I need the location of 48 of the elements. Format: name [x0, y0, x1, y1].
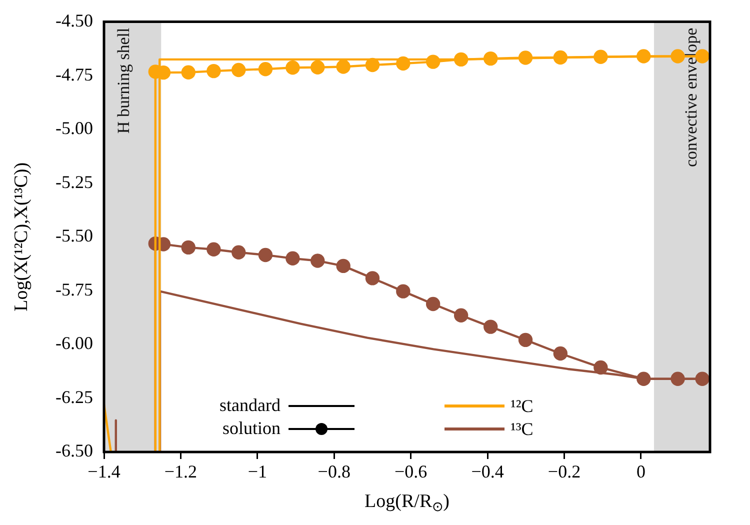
band-label: H burning shell — [114, 28, 134, 134]
y-tick-label: -6.25 — [56, 386, 93, 407]
y-tick-label: -4.50 — [56, 10, 93, 31]
point — [232, 245, 246, 260]
y-tick-label: -5.50 — [56, 226, 93, 246]
point — [396, 284, 410, 298]
y-tick-label: -5.00 — [56, 118, 93, 138]
annotation: standard — [220, 394, 280, 417]
point — [426, 296, 440, 312]
point — [181, 240, 196, 255]
y-tick-label: -4.75 — [56, 64, 93, 84]
point — [310, 60, 325, 74]
x-tick-label: 0 — [636, 462, 646, 482]
x-tick-label: −1.4 — [88, 462, 120, 482]
point — [454, 308, 468, 323]
y-axis-title: Log(X(¹²C),X(¹³C)) — [10, 162, 32, 312]
x-tick-label: −0.6 — [394, 462, 428, 482]
point — [553, 346, 568, 361]
point — [181, 65, 196, 80]
x-tick-label: −0.4 — [471, 462, 504, 482]
point — [286, 251, 300, 266]
x-axis-title: Log(R/R⊙) — [364, 490, 450, 514]
x-tick-label: −0.2 — [548, 462, 581, 482]
point — [258, 62, 273, 76]
band-label: convective envelope — [681, 28, 700, 168]
x-tick-label: −1 — [248, 462, 267, 482]
point — [232, 62, 246, 78]
annotation: solution — [221, 417, 280, 440]
point — [336, 258, 350, 274]
point — [206, 64, 221, 78]
x-tick-label: −0.8 — [318, 462, 350, 482]
y-tick-label: -5.75 — [56, 279, 93, 300]
y-tick-label: -6.00 — [56, 333, 93, 354]
point — [206, 242, 221, 256]
point — [518, 332, 533, 348]
point — [484, 320, 498, 334]
point — [258, 248, 273, 262]
point — [336, 60, 350, 74]
point — [310, 254, 325, 268]
point — [365, 58, 380, 72]
legend-label: ¹²C — [510, 396, 534, 416]
y-tick-label: -6.50 — [56, 440, 93, 461]
point — [695, 372, 710, 386]
legend-label: ¹³C — [510, 419, 534, 439]
x-tick-label: −1.2 — [164, 462, 198, 482]
point — [365, 271, 380, 286]
y-tick-label: -5.25 — [56, 172, 93, 192]
point — [286, 60, 300, 75]
